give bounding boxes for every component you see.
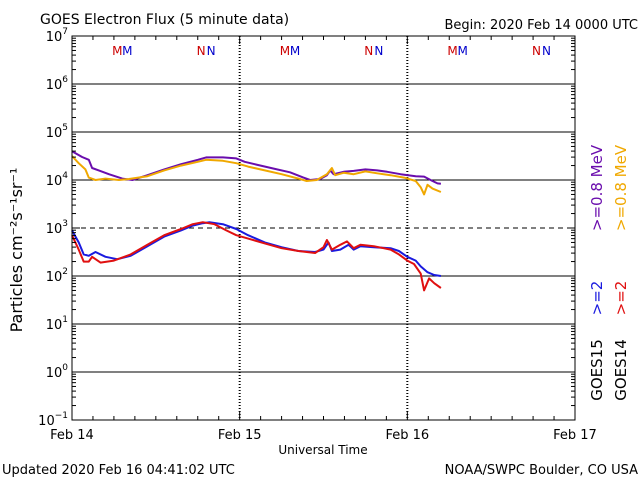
legend-low-energy: >=2 xyxy=(588,281,606,316)
orbit-marker: M xyxy=(447,44,457,58)
orbit-marker: N xyxy=(197,44,206,58)
x-axis-label: Universal Time xyxy=(278,443,367,457)
x-tick-label: Feb 15 xyxy=(218,428,262,443)
series-line xyxy=(71,221,442,292)
orbit-marker: M xyxy=(457,44,467,58)
y-tick-label: 101 xyxy=(46,315,68,333)
y-tick-label: 104 xyxy=(46,171,69,189)
plot-frame xyxy=(71,35,576,421)
x-tick-label: Feb 16 xyxy=(385,428,429,443)
legend: GOES15 >=2 >=0.8 MeV GOES14 >=2 >=0.8 MeV xyxy=(588,144,630,401)
y-axis-label: Particles cm⁻²s⁻¹sr⁻¹ xyxy=(7,168,26,333)
orbit-marker: N xyxy=(542,44,551,58)
orbit-marker: N xyxy=(207,44,216,58)
begin-time-label: Begin: 2020 Feb 14 0000 UTC xyxy=(444,18,638,33)
orbit-marker: N xyxy=(532,44,541,58)
legend-satellite: GOES14 xyxy=(612,339,630,401)
y-tick-label: 100 xyxy=(46,363,69,381)
legend-high-energy: >=0.8 MeV xyxy=(588,144,606,231)
y-tick-label: 102 xyxy=(46,267,68,285)
series-line xyxy=(71,150,442,185)
orbit-marker: M xyxy=(290,44,300,58)
updated-timestamp: Updated 2020 Feb 16 04:41:02 UTC xyxy=(2,463,235,478)
y-tick-label: 106 xyxy=(46,75,69,93)
series-line xyxy=(71,155,442,196)
y-tick-label: 107 xyxy=(46,27,68,45)
orbit-marker: M xyxy=(280,44,290,58)
chart-title: GOES Electron Flux (5 minute data) xyxy=(40,12,289,28)
orbit-marker: M xyxy=(112,44,122,58)
series-lines xyxy=(71,150,442,292)
y-tick-label: 103 xyxy=(46,219,68,237)
x-tick-label: Feb 17 xyxy=(553,428,597,443)
gridlines xyxy=(72,36,575,420)
orbit-marker: N xyxy=(364,44,373,58)
source-credit: NOAA/SWPC Boulder, CO USA xyxy=(445,463,638,478)
x-tick-label: Feb 14 xyxy=(50,428,94,443)
legend-high-energy: >=0.8 MeV xyxy=(612,144,630,231)
orbit-marker: M xyxy=(122,44,132,58)
y-tick-label: 10−1 xyxy=(38,411,68,429)
legend-satellite: GOES15 xyxy=(588,339,606,401)
y-tick-label: 105 xyxy=(46,123,68,141)
legend-low-energy: >=2 xyxy=(612,281,630,316)
orbit-marker: N xyxy=(374,44,383,58)
